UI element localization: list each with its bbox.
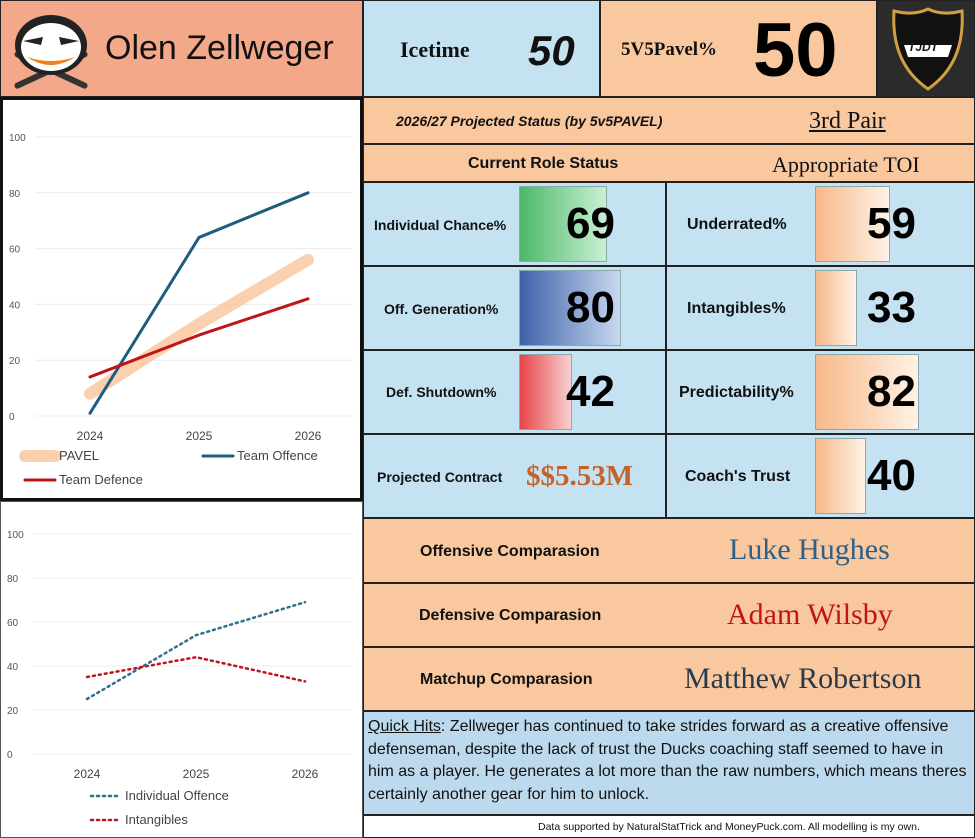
role-value: Appropriate TOI (772, 152, 920, 177)
metric-fill-bar (519, 354, 572, 430)
y-tick-label: 40 (9, 300, 21, 311)
legend-label: Intangibles (125, 812, 188, 827)
series-line-intangibles (85, 655, 307, 683)
metric-label: Individual Chance% (374, 217, 507, 233)
metric-value: 42 (566, 367, 615, 416)
pavel-cell: 5V5Pavel% 50 (600, 0, 877, 97)
metric-value: 59 (867, 199, 916, 248)
offensive-comparison-row: Offensive Comparasion Luke Hughes (363, 518, 975, 583)
legend-label: Team Offence (237, 448, 318, 463)
comparison-value: Adam Wilsby (727, 598, 893, 631)
metric-label: Def. Shutdown% (386, 384, 497, 400)
metric-underrated: Underrated% 59 (666, 182, 975, 266)
role-label: Current Role Status (468, 155, 619, 172)
defensive-comparison-row: Defensive Comparasion Adam Wilsby (363, 583, 975, 647)
metric-value: 82 (867, 367, 916, 416)
series-line-team-defence (88, 297, 310, 379)
metric-label: Intangibles% (687, 300, 786, 317)
contract-cell: Projected Contract $$5.53M (363, 434, 666, 518)
y-tick-label: 60 (7, 618, 19, 629)
icetime-label: Icetime (400, 37, 470, 62)
ducks-logo-icon (14, 15, 88, 89)
y-tick-label: 0 (7, 750, 13, 761)
metric-individual-chance: Individual Chance% 69 (363, 182, 666, 266)
pavel-value: 50 (753, 8, 838, 93)
y-tick-label: 60 (9, 245, 21, 256)
x-tick-label: 2025 (183, 767, 210, 781)
metric-fill-bar (519, 186, 607, 262)
team-line-chart: 0 20 40 60 80 100 2024 2025 2026 PAVEL Team Offenc… (9, 133, 353, 487)
comparison-value: Luke Hughes (729, 533, 890, 566)
metric-fill-bar (815, 186, 890, 262)
legend-label: Team Defence (59, 472, 143, 487)
pavel-label: 5V5Pavel% (621, 39, 718, 60)
comparison-value: Matthew Robertson (684, 662, 922, 695)
y-tick-label: 80 (9, 189, 21, 200)
x-tick-label: 2024 (74, 767, 101, 781)
metric-label: Underrated% (687, 216, 787, 233)
x-tick-label: 2024 (77, 429, 104, 443)
y-tick-label: 80 (7, 574, 19, 585)
projection-label: 2026/27 Projected Status (by 5v5PAVEL) (396, 113, 663, 129)
x-tick-label: 2026 (292, 767, 319, 781)
comparison-label: Matchup Comparasion (420, 671, 593, 688)
comparison-label: Offensive Comparasion (420, 543, 600, 560)
quick-hits-title: Quick Hits (368, 718, 441, 735)
league-logo-cell: TJDT (877, 0, 975, 97)
contract-value: $$5.53M (526, 460, 634, 492)
comparison-label: Defensive Comparasion (419, 607, 602, 624)
metric-coaches-trust: Coach's Trust 40 (666, 434, 975, 518)
legend-label: Individual Offence (125, 788, 229, 803)
quick-hits-body: : Zellweger has continued to take stride… (368, 718, 967, 803)
metric-value: 40 (867, 451, 916, 500)
footer-text: Data supported by NaturalStatTrick and M… (538, 821, 920, 833)
metric-off-generation: Off. Generation% 80 (363, 266, 666, 350)
series-line-pavel (84, 253, 314, 400)
metric-predictability: Predictability% 82 (666, 350, 975, 434)
metric-value: 69 (566, 199, 615, 248)
footer: Data supported by NaturalStatTrick and M… (363, 815, 975, 838)
metric-fill-bar (815, 270, 857, 346)
y-tick-label: 100 (9, 133, 26, 144)
metric-def-shutdown: Def. Shutdown% 42 (363, 350, 666, 434)
series-line-team-offence (88, 191, 310, 415)
metric-value: 33 (867, 283, 916, 332)
individual-line-chart: 0 20 40 60 80 100 2024 2025 2026 Individual Offen… (7, 530, 351, 827)
series-line-individual-offence (85, 600, 307, 701)
metric-label: Off. Generation% (384, 301, 499, 317)
x-tick-label: 2026 (295, 429, 322, 443)
icetime-value: 50 (528, 27, 575, 74)
y-tick-label: 100 (7, 530, 24, 541)
quick-hits-text: Quick Hits: Zellweger has continued to t… (368, 716, 968, 806)
team-chart-panel: 0 20 40 60 80 100 2024 2025 2026 PAVEL Team Offenc… (0, 97, 363, 501)
quick-hits-panel: Quick Hits: Zellweger has continued to t… (363, 711, 975, 815)
individual-chart-panel: 0 20 40 60 80 100 2024 2025 2026 Individual Offen… (0, 501, 363, 838)
legend-label: PAVEL (59, 448, 99, 463)
projection-row: 2026/27 Projected Status (by 5v5PAVEL) 3… (363, 97, 975, 144)
metric-label: Predictability% (679, 384, 794, 401)
x-tick-label: 2025 (186, 429, 213, 443)
matchup-comparison-row: Matchup Comparasion Matthew Robertson (363, 647, 975, 711)
role-row: Current Role Status Appropriate TOI (363, 144, 975, 182)
y-tick-label: 20 (9, 356, 21, 367)
metric-fill-bar (519, 270, 621, 346)
metric-intangibles: Intangibles% 33 (666, 266, 975, 350)
league-logo-text: TJDT (908, 40, 938, 54)
nhl-shield-icon (892, 7, 964, 91)
y-tick-label: 40 (7, 662, 19, 673)
metric-fill-bar (815, 438, 866, 514)
icetime-cell: Icetime 50 (363, 0, 600, 97)
metric-fill-bar (815, 354, 919, 430)
player-name: Olen Zellweger (105, 29, 334, 67)
metric-label: Coach's Trust (685, 468, 791, 485)
y-tick-label: 20 (7, 706, 19, 717)
contract-label: Projected Contract (377, 469, 503, 485)
metric-value: 80 (566, 283, 615, 332)
projection-value: 3rd Pair (809, 108, 886, 134)
y-tick-label: 0 (9, 412, 15, 423)
player-header: Olen Zellweger (0, 0, 363, 97)
